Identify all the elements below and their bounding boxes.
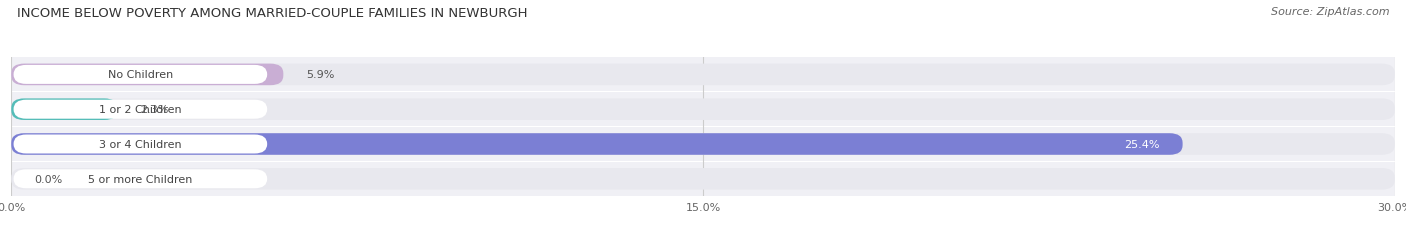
- FancyBboxPatch shape: [11, 127, 1395, 161]
- FancyBboxPatch shape: [14, 100, 267, 119]
- FancyBboxPatch shape: [14, 66, 267, 85]
- FancyBboxPatch shape: [11, 134, 1182, 155]
- Text: 3 or 4 Children: 3 or 4 Children: [98, 139, 181, 149]
- Text: 25.4%: 25.4%: [1123, 139, 1160, 149]
- FancyBboxPatch shape: [11, 64, 1395, 86]
- FancyBboxPatch shape: [14, 135, 267, 154]
- Text: 1 or 2 Children: 1 or 2 Children: [98, 105, 181, 115]
- FancyBboxPatch shape: [11, 162, 1395, 196]
- Text: No Children: No Children: [108, 70, 173, 80]
- FancyBboxPatch shape: [11, 64, 284, 86]
- Text: 5 or more Children: 5 or more Children: [89, 174, 193, 184]
- FancyBboxPatch shape: [11, 58, 1395, 92]
- FancyBboxPatch shape: [14, 170, 267, 188]
- FancyBboxPatch shape: [11, 93, 1395, 127]
- Text: 2.3%: 2.3%: [141, 105, 169, 115]
- Text: INCOME BELOW POVERTY AMONG MARRIED-COUPLE FAMILIES IN NEWBURGH: INCOME BELOW POVERTY AMONG MARRIED-COUPL…: [17, 7, 527, 20]
- Text: 0.0%: 0.0%: [34, 174, 62, 184]
- FancyBboxPatch shape: [11, 168, 1395, 190]
- Text: Source: ZipAtlas.com: Source: ZipAtlas.com: [1271, 7, 1389, 17]
- FancyBboxPatch shape: [11, 99, 1395, 121]
- Text: 5.9%: 5.9%: [307, 70, 335, 80]
- FancyBboxPatch shape: [11, 99, 117, 121]
- FancyBboxPatch shape: [11, 134, 1395, 155]
